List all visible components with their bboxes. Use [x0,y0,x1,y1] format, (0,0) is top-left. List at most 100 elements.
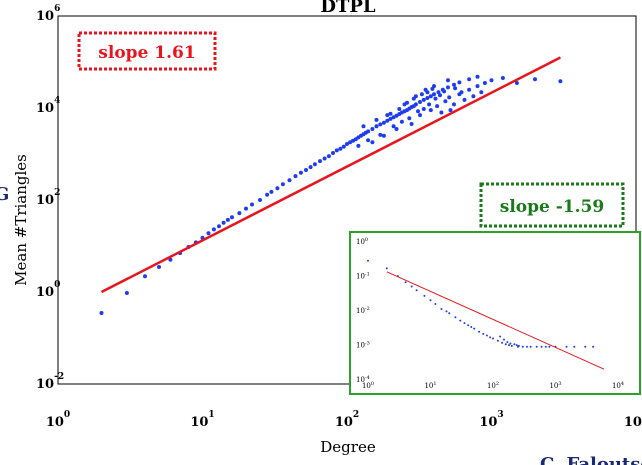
data-point [434,303,437,305]
y-tick-label: 10-4 [356,375,370,384]
data-point [419,92,424,97]
data-point [370,127,375,131]
data-point [428,94,433,99]
data-point [385,267,388,270]
data-point [425,96,430,100]
data-point [374,117,379,122]
data-point [409,122,414,126]
data-point [573,345,576,348]
y-tick-label: 104 [36,96,60,116]
data-point [432,92,436,97]
data-point [496,339,499,342]
inset-x-tick-labels: 100 101 102 103 104 [362,381,624,390]
x-tick-label: 102 [487,381,499,390]
data-point [367,259,369,262]
data-point [157,265,161,269]
data-point [478,330,481,333]
data-point [280,182,285,187]
data-point [378,122,383,127]
data-point [331,151,335,155]
data-point [217,224,221,229]
data-point [404,281,407,284]
data-point [334,148,339,153]
data-point [513,343,516,346]
data-point [489,336,492,339]
data-point [473,327,476,330]
data-point [529,345,532,348]
edge-footer-text: C. Faloutsos [540,454,642,465]
x-tick-label: 100 [46,410,70,430]
y-axis-label: Mean #Triangles [12,154,30,286]
data-point [446,78,450,83]
inset-plot: 100 101 102 103 104 100 10-1 10-2 10-3 10-4 slop… [349,182,641,395]
plot-frame [57,15,637,385]
data-point [421,107,426,111]
x-tick-label: 103 [479,410,503,430]
data-point [341,144,346,149]
data-point [366,138,371,143]
data-point [447,95,452,100]
data-point [381,133,386,138]
data-point [506,341,509,344]
data-point [445,310,448,313]
data-point [558,79,563,84]
data-point [448,312,451,315]
x-tick-label: 103 [549,381,561,390]
data-point [521,345,524,348]
data-point [526,345,528,348]
data-point [503,338,505,341]
slope-annotation-box [77,31,217,71]
data-point [584,345,587,348]
data-point [453,86,458,91]
data-point [374,124,379,129]
slope-annotation-inset: slope -1.59 [500,197,604,217]
data-point [500,76,505,80]
data-point [467,77,472,82]
data-point [366,129,371,134]
data-point [287,178,292,183]
data-point [405,100,409,105]
inset-y-tick-labels: 100 10-1 10-2 10-3 10-4 [356,237,370,384]
x-tick-label: 101 [190,410,214,430]
y-tick-label: 10-1 [356,272,370,281]
data-point [504,343,507,346]
x-tick-labels: 100 101 102 103 104 [46,410,642,430]
data-point [475,74,480,79]
data-point [269,189,274,194]
data-point [312,162,317,167]
data-point [544,345,547,348]
data-point [418,113,422,118]
data-point [293,174,298,179]
data-point [370,140,375,145]
data-point [258,198,262,202]
data-point [298,170,303,175]
data-point [492,337,494,340]
data-point [482,81,487,85]
x-tick-label: 100 [362,381,374,390]
data-point [99,311,104,315]
data-point [244,206,248,211]
x-tick-label: 101 [424,381,436,390]
data-point [211,227,216,232]
data-point [411,96,416,101]
data-point [345,142,349,146]
data-point [514,81,519,85]
data-point [452,82,456,87]
data-point [250,202,254,207]
data-point [548,345,551,348]
data-point [416,109,420,114]
inset-frame [349,231,641,395]
scatter-series [99,74,563,315]
data-point [462,97,467,102]
data-point [443,99,448,104]
data-point [237,211,242,216]
data-point [407,116,412,121]
data-point [501,341,504,344]
data-point [381,120,386,125]
x-tick-label: 104 [612,381,624,390]
data-point [391,124,396,129]
data-point [418,100,422,104]
data-point [439,110,444,115]
inset-slope-annotation-box [479,182,625,228]
